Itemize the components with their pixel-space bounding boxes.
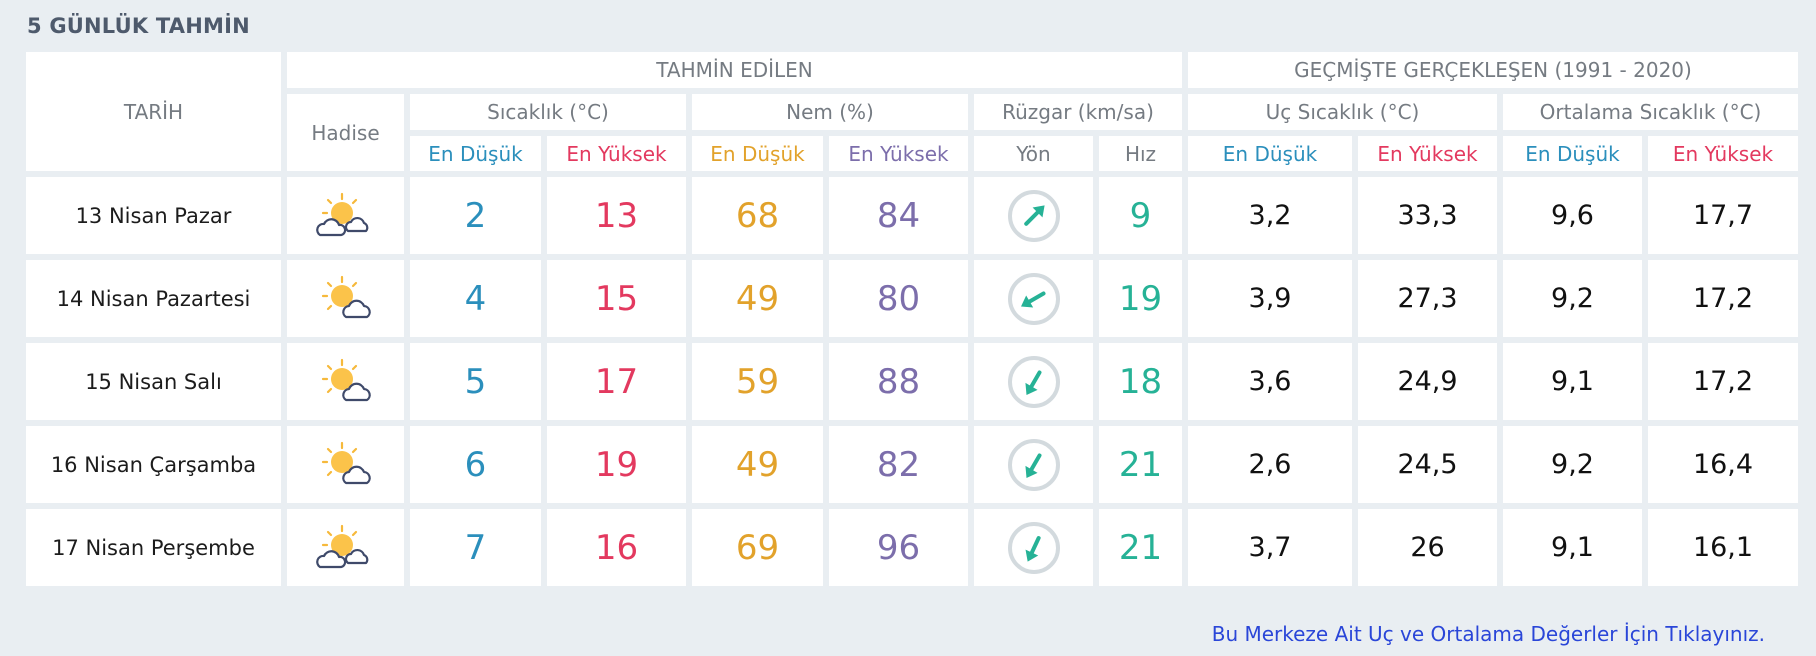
row-extreme-high: 24,5 <box>1358 426 1497 503</box>
subheader-humidity-high: En Yüksek <box>829 136 968 171</box>
subheader-avg-low: En Düşük <box>1503 136 1642 171</box>
header-extreme-temp: Uç Sıcaklık (°C) <box>1188 94 1497 130</box>
wind-direction-icon <box>1007 521 1060 574</box>
row-weather-event <box>287 509 404 586</box>
wind-direction-icon <box>1007 189 1060 242</box>
row-temp-low: 6 <box>410 426 541 503</box>
table-row: 17 Nisan Perşembe 7 16 69 96 21 3,7 26 9… <box>26 509 1798 586</box>
header-event: Hadise <box>287 94 404 171</box>
forecast-table: TARİH TAHMİN EDİLEN GEÇMİŞTE GERÇEKLEŞEN… <box>20 46 1804 592</box>
row-wind-speed: 19 <box>1099 260 1182 337</box>
row-wind-direction <box>974 426 1093 503</box>
row-wind-direction <box>974 509 1093 586</box>
table-row: 14 Nisan Pazartesi 4 15 49 80 19 3,9 27,… <box>26 260 1798 337</box>
wind-direction-icon <box>1007 272 1060 325</box>
row-extreme-low: 3,9 <box>1188 260 1352 337</box>
subheader-temp-high: En Yüksek <box>547 136 686 171</box>
row-temp-low: 5 <box>410 343 541 420</box>
row-avg-high: 17,7 <box>1648 177 1798 254</box>
row-date: 14 Nisan Pazartesi <box>26 260 281 337</box>
row-temp-high: 13 <box>547 177 686 254</box>
row-extreme-low: 2,6 <box>1188 426 1352 503</box>
table-row: 13 Nisan Pazar 2 13 68 84 9 3,2 33,3 9,6… <box>26 177 1798 254</box>
row-extreme-low: 3,6 <box>1188 343 1352 420</box>
row-extreme-low: 3,7 <box>1188 509 1352 586</box>
row-weather-event <box>287 343 404 420</box>
header-date: TARİH <box>26 52 281 171</box>
row-date: 13 Nisan Pazar <box>26 177 281 254</box>
row-avg-low: 9,1 <box>1503 509 1642 586</box>
row-wind-direction <box>974 343 1093 420</box>
row-weather-event <box>287 260 404 337</box>
subheader-wind-direction: Yön <box>974 136 1093 171</box>
row-weather-event <box>287 426 404 503</box>
row-wind-speed: 21 <box>1099 509 1182 586</box>
row-humidity-high: 96 <box>829 509 968 586</box>
row-avg-high: 16,4 <box>1648 426 1798 503</box>
header-wind: Rüzgar (km/sa) <box>974 94 1182 130</box>
row-humidity-high: 82 <box>829 426 968 503</box>
row-wind-speed: 9 <box>1099 177 1182 254</box>
subheader-humidity-low: En Düşük <box>692 136 823 171</box>
row-extreme-high: 26 <box>1358 509 1497 586</box>
subheader-avg-high: En Yüksek <box>1648 136 1798 171</box>
header-history-group: GEÇMİŞTE GERÇEKLEŞEN (1991 - 2020) <box>1188 52 1798 88</box>
partly-cloudy-icon <box>315 192 368 236</box>
table-row: 15 Nisan Salı 5 17 59 88 18 3,6 24,9 9,1… <box>26 343 1798 420</box>
row-humidity-low: 49 <box>692 260 823 337</box>
row-temp-high: 15 <box>547 260 686 337</box>
row-temp-high: 16 <box>547 509 686 586</box>
row-humidity-low: 49 <box>692 426 823 503</box>
table-row: 16 Nisan Çarşamba 6 19 49 82 21 2,6 24,5… <box>26 426 1798 503</box>
row-wind-direction <box>974 177 1093 254</box>
row-temp-low: 2 <box>410 177 541 254</box>
row-avg-high: 16,1 <box>1648 509 1798 586</box>
row-humidity-high: 84 <box>829 177 968 254</box>
row-wind-speed: 21 <box>1099 426 1182 503</box>
row-extreme-high: 27,3 <box>1358 260 1497 337</box>
header-humidity: Nem (%) <box>692 94 968 130</box>
partly-cloudy-icon <box>321 275 371 318</box>
wind-direction-icon <box>1007 355 1060 408</box>
row-avg-low: 9,6 <box>1503 177 1642 254</box>
row-humidity-high: 80 <box>829 260 968 337</box>
row-humidity-low: 68 <box>692 177 823 254</box>
row-wind-direction <box>974 260 1093 337</box>
row-date: 17 Nisan Perşembe <box>26 509 281 586</box>
row-temp-high: 19 <box>547 426 686 503</box>
row-humidity-low: 69 <box>692 509 823 586</box>
subheader-extreme-low: En Düşük <box>1188 136 1352 171</box>
row-avg-high: 17,2 <box>1648 260 1798 337</box>
subheader-extreme-high: En Yüksek <box>1358 136 1497 171</box>
row-date: 16 Nisan Çarşamba <box>26 426 281 503</box>
row-temp-low: 7 <box>410 509 541 586</box>
page-title: 5 GÜNLÜK TAHMİN <box>27 14 250 38</box>
row-avg-low: 9,2 <box>1503 426 1642 503</box>
partly-cloudy-icon <box>321 358 371 401</box>
row-extreme-low: 3,2 <box>1188 177 1352 254</box>
row-avg-low: 9,1 <box>1503 343 1642 420</box>
center-values-link[interactable]: Bu Merkeze Ait Uç ve Ortalama Değerler İ… <box>1211 622 1765 646</box>
subheader-wind-speed: Hız <box>1099 136 1182 171</box>
row-avg-low: 9,2 <box>1503 260 1642 337</box>
row-date: 15 Nisan Salı <box>26 343 281 420</box>
header-forecast-group: TAHMİN EDİLEN <box>287 52 1182 88</box>
partly-cloudy-icon <box>321 441 371 484</box>
row-humidity-high: 88 <box>829 343 968 420</box>
row-temp-low: 4 <box>410 260 541 337</box>
header-avg-temp: Ortalama Sıcaklık (°C) <box>1503 94 1798 130</box>
row-humidity-low: 59 <box>692 343 823 420</box>
row-wind-speed: 18 <box>1099 343 1182 420</box>
row-extreme-high: 33,3 <box>1358 177 1497 254</box>
subheader-temp-low: En Düşük <box>410 136 541 171</box>
row-weather-event <box>287 177 404 254</box>
row-temp-high: 17 <box>547 343 686 420</box>
row-extreme-high: 24,9 <box>1358 343 1497 420</box>
wind-direction-icon <box>1007 438 1060 491</box>
partly-cloudy-icon <box>315 524 368 568</box>
row-avg-high: 17,2 <box>1648 343 1798 420</box>
header-temp: Sıcaklık (°C) <box>410 94 686 130</box>
